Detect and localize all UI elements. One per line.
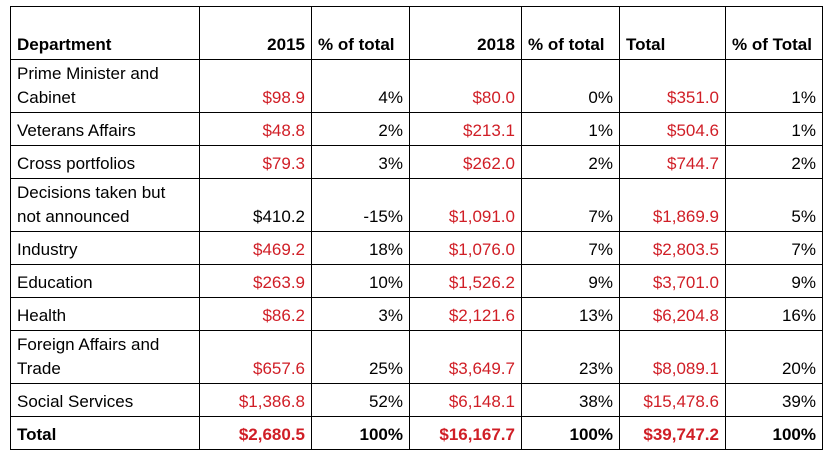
row-2018-pct: 0% [521, 59, 620, 113]
row-department: Education [10, 264, 200, 298]
table-row: Decisions taken but not announced $410.2… [10, 178, 823, 232]
row-2018-value: $1,526.2 [409, 264, 522, 298]
row-total-value: $1,869.9 [619, 178, 726, 232]
header-row: Department 2015 % of total 2018 % of tot… [10, 6, 823, 60]
row-total-pct: 1% [725, 59, 823, 113]
header-pct-2018: % of total [521, 6, 620, 60]
row-total-pct: 20% [725, 330, 823, 384]
row-2015-value: $1,386.8 [199, 383, 312, 417]
header-pct-total: % of Total [725, 6, 823, 60]
row-2018-value: $3,649.7 [409, 330, 522, 384]
header-2015: 2015 [199, 6, 312, 60]
table-row: Veterans Affairs $48.8 2% $213.1 1% $504… [10, 112, 823, 146]
table-row: Prime Minister and Cabinet $98.9 4% $80.… [10, 59, 823, 113]
table-row: Social Services $1,386.8 52% $6,148.1 38… [10, 383, 823, 417]
row-total-pct: 5% [725, 178, 823, 232]
row-total-value: $2,803.5 [619, 231, 726, 265]
total-2015-pct: 100% [311, 416, 410, 450]
row-2015-pct: 4% [311, 59, 410, 113]
total-row: Total $2,680.5 100% $16,167.7 100% $39,7… [10, 416, 823, 450]
row-2015-pct: 10% [311, 264, 410, 298]
row-total-pct: 9% [725, 264, 823, 298]
row-2015-value: $86.2 [199, 297, 312, 331]
row-2018-value: $262.0 [409, 145, 522, 179]
row-department: Industry [10, 231, 200, 265]
row-2018-pct: 1% [521, 112, 620, 146]
row-total-value: $15,478.6 [619, 383, 726, 417]
row-total-pct: 7% [725, 231, 823, 265]
row-total-value: $8,089.1 [619, 330, 726, 384]
row-total-pct: 16% [725, 297, 823, 331]
row-total-value: $744.7 [619, 145, 726, 179]
row-department: Veterans Affairs [10, 112, 200, 146]
row-2015-pct: 25% [311, 330, 410, 384]
row-department: Health [10, 297, 200, 331]
row-total-value: $504.6 [619, 112, 726, 146]
row-2018-pct: 2% [521, 145, 620, 179]
row-2015-pct: 52% [311, 383, 410, 417]
total-2018-pct: 100% [521, 416, 620, 450]
table-row: Health $86.2 3% $2,121.6 13% $6,204.8 16… [10, 297, 823, 331]
row-department: Foreign Affairs and Trade [10, 330, 200, 384]
row-department: Cross portfolios [10, 145, 200, 179]
row-2015-pct: 18% [311, 231, 410, 265]
row-2018-pct: 38% [521, 383, 620, 417]
row-2018-pct: 13% [521, 297, 620, 331]
row-2015-value: $410.2 [199, 178, 312, 232]
row-2015-value: $657.6 [199, 330, 312, 384]
row-2015-pct: 3% [311, 145, 410, 179]
total-label: Total [10, 416, 200, 450]
table-row: Education $263.9 10% $1,526.2 9% $3,701.… [10, 264, 823, 298]
row-2018-pct: 7% [521, 178, 620, 232]
row-2018-value: $213.1 [409, 112, 522, 146]
row-2018-pct: 7% [521, 231, 620, 265]
row-total-value: $3,701.0 [619, 264, 726, 298]
row-2018-value: $2,121.6 [409, 297, 522, 331]
table-row: Cross portfolios $79.3 3% $262.0 2% $744… [10, 145, 823, 179]
row-2015-value: $48.8 [199, 112, 312, 146]
row-2018-value: $80.0 [409, 59, 522, 113]
row-2015-pct: -15% [311, 178, 410, 232]
total-total-pct: 100% [725, 416, 823, 450]
row-2018-value: $1,076.0 [409, 231, 522, 265]
row-2015-pct: 3% [311, 297, 410, 331]
row-2015-value: $469.2 [199, 231, 312, 265]
row-2015-pct: 2% [311, 112, 410, 146]
row-2018-value: $6,148.1 [409, 383, 522, 417]
table-row: Foreign Affairs and Trade $657.6 25% $3,… [10, 330, 823, 384]
row-2018-pct: 9% [521, 264, 620, 298]
table-row: Industry $469.2 18% $1,076.0 7% $2,803.5… [10, 231, 823, 265]
row-total-value: $351.0 [619, 59, 726, 113]
budget-table: Department 2015 % of total 2018 % of tot… [10, 6, 823, 450]
total-2018-value: $16,167.7 [409, 416, 522, 450]
total-2015-value: $2,680.5 [199, 416, 312, 450]
row-department: Social Services [10, 383, 200, 417]
row-2015-value: $79.3 [199, 145, 312, 179]
row-2018-value: $1,091.0 [409, 178, 522, 232]
row-department: Prime Minister and Cabinet [10, 59, 200, 113]
row-total-pct: 2% [725, 145, 823, 179]
row-department: Decisions taken but not announced [10, 178, 200, 232]
row-total-pct: 39% [725, 383, 823, 417]
row-2015-value: $263.9 [199, 264, 312, 298]
row-2018-pct: 23% [521, 330, 620, 384]
header-2018: 2018 [409, 6, 522, 60]
row-total-value: $6,204.8 [619, 297, 726, 331]
header-total: Total [619, 6, 726, 60]
row-total-pct: 1% [725, 112, 823, 146]
header-pct-2015: % of total [311, 6, 410, 60]
total-total-value: $39,747.2 [619, 416, 726, 450]
row-2015-value: $98.9 [199, 59, 312, 113]
header-department: Department [10, 6, 200, 60]
